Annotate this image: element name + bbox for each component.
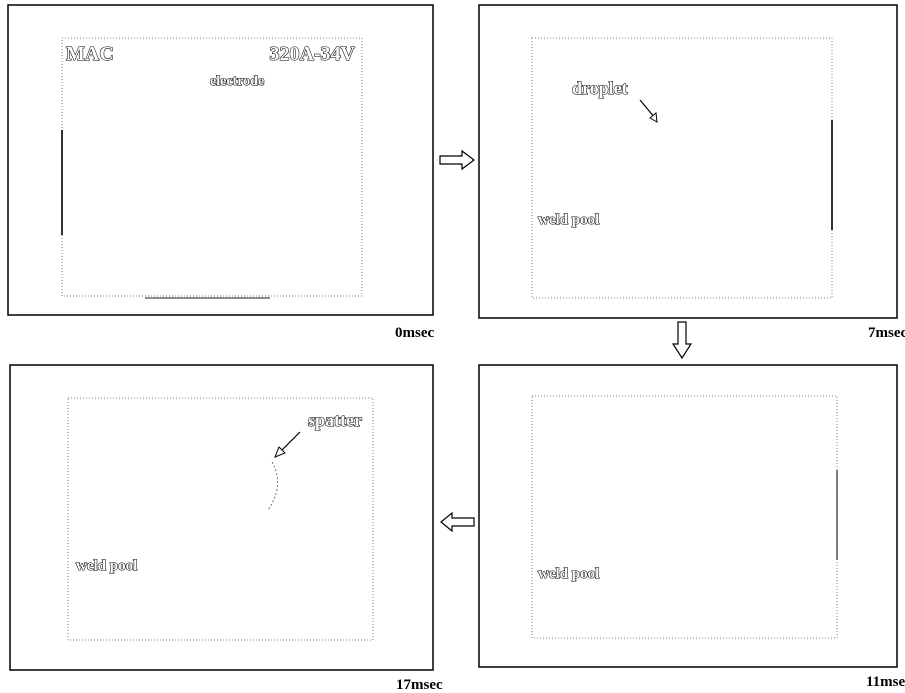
frame-border <box>9 364 434 671</box>
annotation: weld pool <box>76 558 137 574</box>
frame-7msec: droplet weld pool 7msec <box>478 4 905 341</box>
annotation: weld pool <box>538 566 599 582</box>
annotation: electrode <box>210 74 264 89</box>
flow-arrow-down <box>671 321 693 360</box>
pointer-arrow <box>279 431 301 453</box>
frame-0msec: MAC 320A-34V electrode 0msec <box>7 4 434 341</box>
flow-arrow-left <box>440 511 475 533</box>
annotation: spatter <box>308 410 362 430</box>
flow-arrow-right <box>439 149 475 171</box>
time-label: 11msec <box>866 674 905 690</box>
frame-inner <box>67 397 374 641</box>
annotation: 320A-34V <box>269 43 355 65</box>
time-label: 0msec <box>395 325 434 341</box>
annotation: droplet <box>572 78 628 98</box>
frame-11msec: weld pool 11msec <box>478 364 905 690</box>
frame-17msec: spatter weld pool 17msec <box>9 364 443 693</box>
pointer-arrow <box>639 99 656 119</box>
annotation: MAC <box>66 43 114 65</box>
pointer-arrow-head <box>274 446 286 458</box>
time-label: 7msec <box>868 325 905 341</box>
spatter-trace <box>267 461 279 511</box>
pointer-arrow-head <box>649 112 658 123</box>
frame-border <box>478 364 898 668</box>
time-label: 17msec <box>396 677 443 693</box>
annotation: weld pool <box>538 212 599 228</box>
frame-border <box>478 4 898 319</box>
